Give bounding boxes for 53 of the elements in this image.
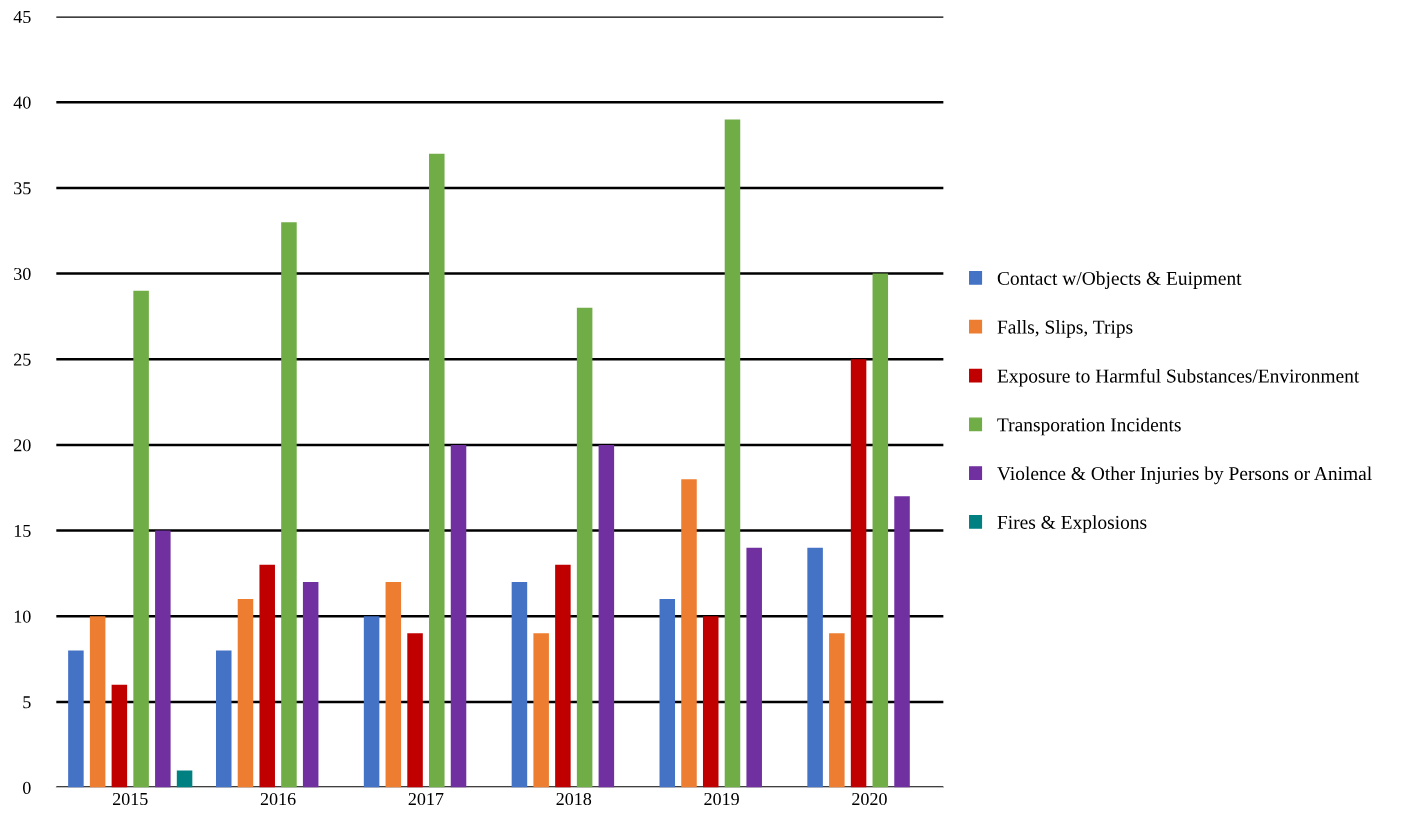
- bar: [176, 770, 193, 788]
- y-tick-label: 45: [13, 10, 31, 24]
- y-tick-label: 5: [23, 696, 31, 709]
- bar: [155, 530, 171, 788]
- legend-label: Transporation Incidents: [997, 417, 1181, 436]
- bar: [511, 581, 528, 788]
- bar: [598, 444, 615, 788]
- bar: [807, 547, 823, 788]
- y-tick-label: 35: [14, 182, 31, 195]
- x-tick-label: 2017: [408, 792, 444, 806]
- bar: [850, 359, 867, 788]
- bar: [89, 616, 106, 788]
- bar: [237, 599, 254, 788]
- y-tick-label: 0: [22, 781, 31, 794]
- y-tick-label: 25: [14, 353, 31, 366]
- legend-label: Violence & Other Injuries by Persons or Animal: [997, 466, 1372, 485]
- bar: [259, 564, 275, 788]
- bar: [363, 616, 380, 788]
- bar: [894, 496, 910, 788]
- legend-label: Exposure to Harmful Substances/Environment: [997, 368, 1360, 387]
- x-tick-label: 2016: [260, 792, 296, 806]
- bar: [681, 479, 697, 788]
- x-tick-label: 2019: [704, 792, 739, 806]
- bar: [68, 650, 84, 788]
- bar: [659, 599, 676, 788]
- bar: [302, 581, 319, 788]
- bar: [555, 564, 571, 788]
- y-tick-label: 15: [14, 524, 31, 537]
- bar: [450, 444, 467, 788]
- legend-label: Contact w/Objects & Euipment: [997, 271, 1242, 289]
- bar: [407, 633, 423, 788]
- bar: [533, 633, 549, 788]
- legend-label: Fires & Explosions: [997, 515, 1147, 533]
- x-tick-label: 2018: [556, 792, 592, 806]
- x-tick-label: 2020: [852, 792, 887, 806]
- bar: [111, 684, 128, 788]
- legend-label: Falls, Slips, Trips: [997, 320, 1133, 338]
- bar: [429, 153, 445, 788]
- bar: [829, 633, 845, 788]
- y-tick-label: 20: [14, 439, 31, 452]
- bar: [133, 290, 149, 788]
- y-tick-label: 30: [14, 267, 31, 281]
- bar: [872, 273, 889, 788]
- bar: [576, 307, 593, 788]
- bar: [724, 119, 741, 788]
- y-tick-label: 10: [14, 610, 31, 623]
- bar: [702, 616, 719, 788]
- x-tick-label: 2015: [112, 792, 148, 806]
- bar: [746, 547, 762, 788]
- y-tick-label: 40: [13, 96, 31, 109]
- bar: [215, 650, 232, 788]
- bar: [385, 581, 402, 788]
- bar: [281, 222, 297, 788]
